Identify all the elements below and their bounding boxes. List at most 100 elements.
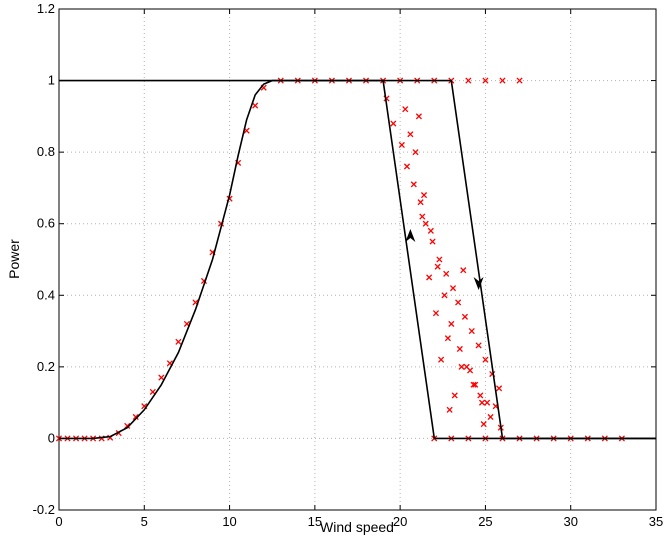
arrow-down-marker	[473, 276, 484, 290]
scatter-point-stroke	[470, 381, 477, 388]
scatter-point-stroke	[383, 95, 390, 102]
y-tick-label: 0.4	[37, 287, 55, 302]
scatter-point-stroke	[252, 102, 259, 109]
scatter-point	[470, 381, 477, 388]
x-tick-label: 20	[393, 514, 407, 529]
scatter-point	[446, 406, 453, 413]
scatter-point	[478, 399, 486, 406]
scatter-point-stroke	[260, 84, 267, 91]
scatter-point-stroke	[415, 113, 422, 120]
scatter-point-stroke	[443, 270, 450, 277]
scatter-point	[499, 77, 506, 84]
scatter-point	[449, 285, 457, 292]
scatter-point	[472, 381, 479, 388]
y-tick-label: 1.2	[37, 1, 55, 16]
scatter-point	[496, 385, 503, 392]
scatter-point-stroke	[489, 370, 496, 378]
scatter-point-stroke	[438, 356, 445, 363]
scatter-point-stroke	[482, 356, 489, 363]
power-curve-line	[59, 79, 656, 440]
scatter-point	[480, 421, 487, 428]
scatter-point-stroke	[149, 388, 156, 395]
scatter-point	[132, 413, 139, 421]
y-tick-label: 0.6	[37, 216, 55, 231]
y-axis-title: Power	[6, 239, 22, 279]
scatter-point-stroke	[484, 399, 491, 406]
scatter-point	[175, 338, 182, 345]
scatter-point	[412, 149, 419, 156]
y-tick-label: 0.8	[37, 144, 55, 159]
scatter-point-stroke	[132, 413, 139, 421]
scatter-point	[398, 141, 405, 149]
scatter-point-stroke	[446, 406, 453, 413]
scatter-point	[468, 328, 475, 335]
scatter-point-stroke	[455, 299, 462, 306]
y-tick-label: 1	[48, 73, 55, 88]
scatter-point	[410, 181, 417, 188]
scatter-point-stroke	[467, 367, 474, 374]
scatter-point	[158, 374, 165, 381]
y-axis-ticks: -0.2 0 0.2 0.4 0.6 0.8 1 1.2	[33, 1, 656, 517]
scatter-point-stroke	[158, 374, 165, 381]
x-tick-label: 0	[55, 514, 62, 529]
scatter-point-stroke	[458, 363, 465, 370]
scatter-point-stroke	[516, 77, 523, 84]
scatter-point	[429, 238, 436, 245]
scatter-point	[467, 367, 474, 374]
scatter-point-stroke	[398, 141, 405, 149]
scatter-point-stroke	[444, 335, 451, 342]
scatter-point-stroke	[449, 285, 457, 292]
scatter-point-stroke	[410, 181, 417, 188]
x-tick-label: 15	[308, 514, 322, 529]
scatter-point-stroke	[417, 199, 424, 206]
scatter-point-stroke	[192, 299, 199, 306]
scatter-point-stroke	[499, 77, 506, 84]
scatter-point-stroke	[436, 256, 443, 263]
x-tick-label: 30	[563, 514, 577, 529]
scatter-point	[407, 131, 414, 138]
scatter-point-stroke	[429, 238, 436, 245]
y-tick-label: 0.2	[37, 359, 55, 374]
scatter-point	[475, 342, 482, 349]
scatter-point-stroke	[496, 385, 503, 392]
scatter-point-stroke	[456, 345, 463, 353]
scatter-point-stroke	[460, 267, 467, 274]
scatter-point	[458, 363, 465, 370]
scatter-point	[448, 320, 455, 327]
scatter-point-stroke	[419, 213, 426, 220]
scatter-point-stroke	[465, 77, 472, 84]
scatter-point	[477, 392, 484, 399]
scatter-point	[456, 345, 463, 353]
scatter-point-stroke	[412, 149, 419, 156]
scatter-point	[451, 392, 458, 399]
scatter-point	[434, 263, 441, 270]
scatter-point	[484, 399, 491, 406]
scatter-point-stroke	[427, 227, 434, 234]
scatter-point-stroke	[463, 363, 470, 370]
scatter-point-stroke	[434, 263, 441, 270]
scatter-point	[465, 77, 472, 84]
scatter-point-stroke	[124, 422, 131, 429]
scatter-point-stroke	[422, 220, 429, 227]
scatter-point	[402, 106, 409, 113]
x-axis-ticks: 0 5 10 15 20 25 30 35	[55, 9, 663, 529]
scatter-point	[482, 77, 489, 84]
scatter-point	[403, 163, 411, 170]
scatter-point-stroke	[487, 413, 494, 421]
scatter-point-stroke	[402, 106, 409, 113]
scatter-point	[415, 113, 422, 120]
scatter-point	[482, 356, 489, 363]
scatter-point	[390, 120, 397, 127]
scatter-point	[487, 413, 494, 421]
x-tick-label: 10	[222, 514, 236, 529]
plot-area	[58, 8, 657, 511]
y-tick-label: -0.2	[33, 502, 55, 517]
scatter-point	[124, 422, 131, 429]
scatter-point	[422, 220, 429, 227]
scatter-point	[252, 102, 259, 109]
scatter-point-stroke	[480, 421, 487, 428]
scatter-point-stroke	[475, 342, 482, 349]
scatter-point-stroke	[166, 360, 173, 367]
scatter-point-stroke	[432, 310, 440, 317]
